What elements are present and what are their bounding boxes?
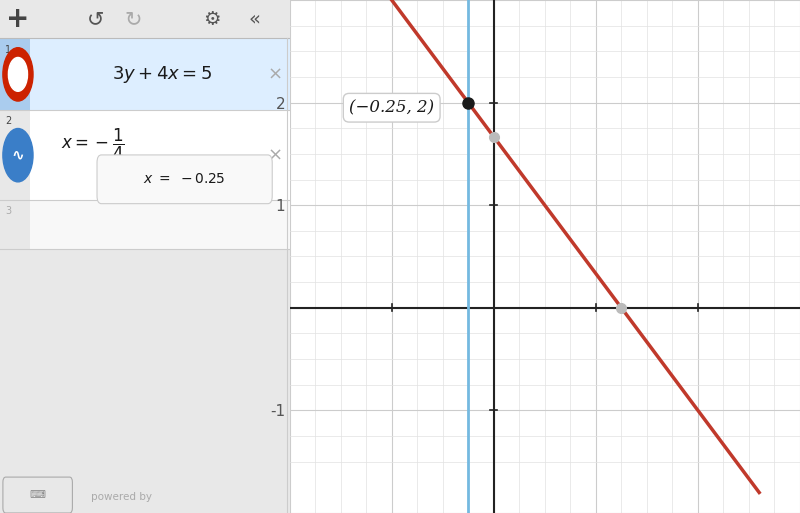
Text: $x = -\dfrac{1}{4}$: $x = -\dfrac{1}{4}$: [61, 127, 125, 162]
FancyBboxPatch shape: [0, 110, 290, 200]
Text: 2: 2: [6, 116, 11, 126]
Text: 1: 1: [6, 45, 11, 54]
Circle shape: [3, 48, 33, 101]
FancyBboxPatch shape: [0, 0, 290, 38]
Text: ↺: ↺: [87, 9, 104, 29]
FancyBboxPatch shape: [3, 477, 72, 513]
Text: ×: ×: [267, 65, 282, 84]
Text: 3: 3: [6, 206, 11, 216]
Text: ↻: ↻: [125, 9, 142, 29]
Text: $3y + 4x = 5$: $3y + 4x = 5$: [112, 64, 212, 85]
FancyBboxPatch shape: [0, 110, 30, 200]
Text: (−0.25, 2): (−0.25, 2): [349, 99, 434, 116]
FancyBboxPatch shape: [0, 200, 30, 249]
Text: ⌨: ⌨: [30, 490, 46, 500]
Text: ∿: ∿: [11, 148, 24, 163]
Text: powered by: powered by: [91, 492, 152, 502]
Text: +: +: [6, 5, 29, 33]
Text: ∿: ∿: [11, 67, 24, 82]
Circle shape: [3, 129, 33, 182]
FancyBboxPatch shape: [0, 38, 290, 110]
FancyBboxPatch shape: [0, 38, 30, 110]
Text: ⚙: ⚙: [202, 10, 220, 29]
Text: $x \ = \ -0.25$: $x \ = \ -0.25$: [143, 172, 226, 186]
FancyBboxPatch shape: [0, 200, 290, 249]
Circle shape: [8, 57, 27, 91]
FancyBboxPatch shape: [97, 155, 272, 204]
Text: ×: ×: [267, 146, 282, 164]
Text: «: «: [249, 10, 261, 29]
